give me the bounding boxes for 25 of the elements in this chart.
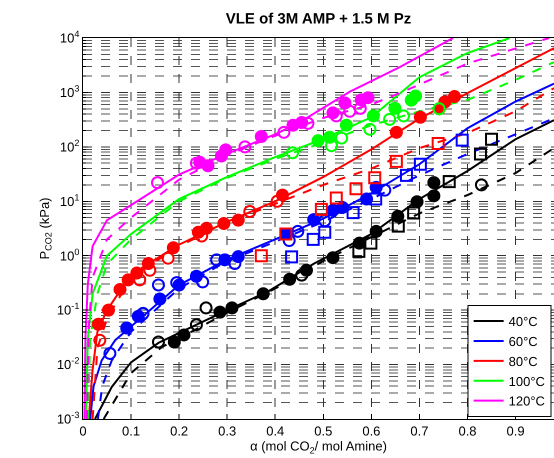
chart-title: VLE of 3M AMP + 1.5 M Pz [226, 10, 412, 28]
y-tick-label: 10$^{2}$ [60, 138, 80, 154]
legend-label: 40°C [508, 314, 538, 330]
y-tick-label: 10$^{-3}$ [56, 410, 80, 427]
x-tick-label: 0.5 [314, 424, 332, 439]
x-tick-label: 0 [79, 424, 87, 439]
legend-label: 120°C [508, 394, 545, 409]
x-tick-label: 0.2 [170, 424, 188, 439]
legend-label: 80°C [508, 354, 538, 369]
x-tick-label: 0.6 [362, 424, 380, 439]
legend-label: 100°C [508, 374, 545, 389]
x-tick-label: 0.1 [122, 424, 140, 439]
y-tick-label: 10$^{4}$ [60, 29, 80, 46]
y-tick-label: 10$^{0}$ [60, 246, 80, 264]
x-tick-label: 0.4 [266, 424, 284, 439]
y-tick-label: 10$^{3}$ [60, 84, 80, 100]
x-tick-label: 0.9 [506, 424, 525, 439]
x-axis-title: α (mol CO$_{2}$/ mol Amine) [250, 438, 387, 456]
legend-label: 60°C [508, 334, 538, 350]
x-tick-label: 0.3 [218, 424, 236, 439]
x-tick-label: 0.7 [410, 424, 428, 439]
x-tick-label: 0.8 [458, 424, 477, 439]
y-tick-label: 10$^{-1}$ [56, 301, 80, 318]
y-tick-label: 10$^{1}$ [60, 192, 80, 209]
y-tick-label: 10$^{-2}$ [56, 356, 80, 372]
